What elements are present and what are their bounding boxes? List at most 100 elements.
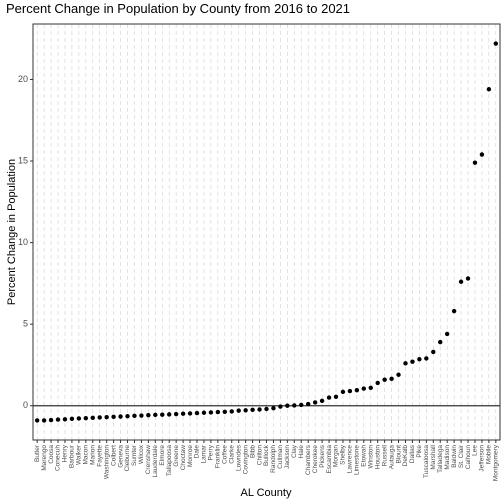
point	[396, 372, 401, 377]
point	[403, 361, 408, 366]
y-tick-label: 20	[18, 74, 28, 84]
y-tick-label: 15	[18, 155, 28, 165]
x-tick-label: Tuscaloosa	[423, 445, 430, 478]
x-tick-label: Houston	[374, 445, 381, 470]
x-tick-label: Geneva	[117, 445, 124, 468]
x-tick-label: Conecuh	[55, 445, 62, 471]
point	[104, 414, 109, 420]
x-tick-label: Covington	[242, 445, 249, 475]
x-tick-label: Clay	[291, 444, 298, 458]
point	[382, 377, 387, 382]
point	[97, 415, 102, 420]
point	[83, 415, 89, 421]
point	[222, 409, 228, 414]
x-tick-label: Henry	[62, 444, 69, 462]
point	[292, 403, 297, 408]
point	[333, 394, 339, 399]
x-tick-label: Limestone	[354, 445, 361, 475]
x-tick-label: Bibb	[249, 445, 256, 458]
point	[257, 407, 262, 412]
point	[458, 279, 464, 284]
point	[153, 412, 158, 418]
point	[472, 160, 478, 165]
point	[271, 405, 276, 411]
x-tick-label: Randolph	[270, 445, 277, 473]
chart-title: Percent Change in Population by County f…	[6, 1, 350, 16]
point	[125, 413, 130, 419]
point	[187, 411, 193, 416]
y-axis-title: Percent Change in Population	[6, 159, 18, 305]
point	[285, 403, 290, 408]
x-tick-label: Colbert	[110, 445, 117, 466]
point	[69, 416, 75, 421]
point	[312, 400, 318, 405]
y-tick-label: 0	[23, 400, 28, 410]
x-tick-label: Lowndes	[235, 444, 242, 471]
x-tick-label: Autauga	[388, 445, 395, 470]
point	[118, 414, 123, 419]
x-tick-label: Marengo	[41, 445, 48, 471]
y-tick-label: 10	[18, 237, 28, 247]
x-tick-label: St. Clair	[458, 444, 465, 468]
point	[431, 349, 436, 355]
x-tick-label: Fayette	[96, 445, 103, 467]
x-tick-label: Coffee	[222, 445, 229, 464]
x-tick-label: Bullock	[263, 444, 270, 466]
point	[493, 41, 499, 46]
x-tick-label: Morgan	[333, 445, 340, 467]
point	[278, 404, 283, 409]
point	[340, 389, 346, 395]
point	[424, 356, 429, 361]
x-tick-label: Sumter	[131, 444, 138, 466]
point	[180, 411, 186, 416]
point	[354, 388, 360, 393]
x-tick-label: Monroe	[187, 445, 194, 467]
point	[305, 401, 311, 407]
point	[451, 308, 457, 314]
x-tick-label: Lee	[472, 445, 479, 456]
x-tick-label: Crenshaw	[145, 445, 152, 475]
point	[167, 412, 172, 417]
point	[486, 87, 492, 92]
x-tick-label: Elmore	[159, 445, 166, 466]
point	[229, 409, 234, 414]
x-tick-label: Madison	[444, 445, 451, 470]
point	[208, 410, 214, 415]
point	[215, 409, 221, 415]
x-tick-label: Jackson	[284, 445, 291, 469]
x-tick-label: Dale	[194, 445, 201, 459]
x-tick-label: Mobile	[486, 445, 493, 465]
point	[389, 376, 394, 382]
point	[417, 357, 422, 362]
point	[132, 413, 137, 419]
point	[139, 413, 144, 418]
x-tick-label: Winston	[367, 445, 374, 469]
point	[76, 416, 82, 421]
point	[243, 408, 248, 413]
point	[111, 414, 116, 420]
point	[236, 408, 241, 413]
point	[410, 359, 415, 364]
x-tick-label: Butler	[34, 444, 41, 462]
point	[48, 417, 54, 423]
x-tick-label: Barbour	[69, 444, 76, 468]
point	[62, 417, 68, 422]
x-tick-label: Perry	[208, 444, 215, 460]
x-tick-label: Coosa	[48, 445, 55, 464]
point	[264, 406, 269, 412]
point	[479, 152, 485, 157]
x-tick-label: Shelby	[340, 444, 347, 465]
x-tick-label: Calhoun	[465, 445, 472, 470]
x-tick-label: Blount	[395, 445, 402, 464]
point	[319, 398, 325, 404]
point	[438, 339, 443, 345]
point	[444, 331, 450, 337]
x-tick-label: Greene	[173, 445, 180, 467]
point	[375, 380, 380, 386]
x-tick-label: Escambia	[326, 445, 333, 474]
x-tick-label: Hale	[298, 445, 305, 459]
x-tick-label: Franklin	[215, 445, 222, 469]
point	[299, 402, 304, 408]
x-tick-label: Talladega	[437, 445, 444, 473]
x-tick-label: Etowah	[361, 445, 368, 467]
